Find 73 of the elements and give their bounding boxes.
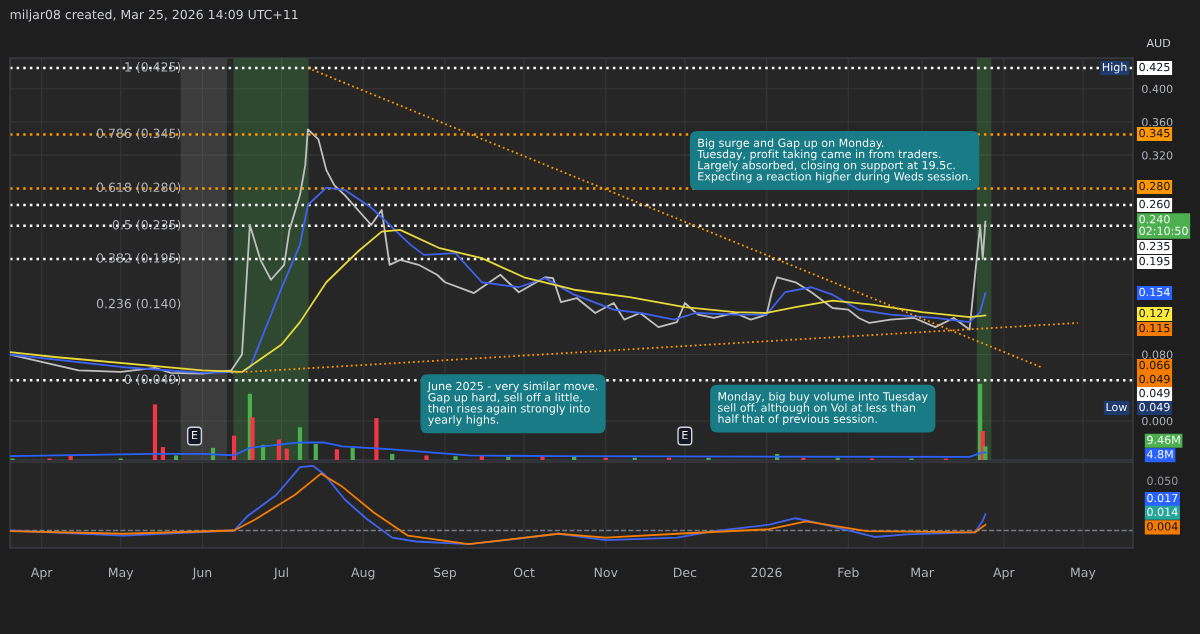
x-tick-label: Oct [513,567,535,578]
ref-line-label: 0.260 [1139,199,1170,209]
y-tick-label: 0.360 [1142,117,1173,127]
x-tick-label: 2026 [751,567,782,578]
bar [453,456,458,460]
y-tick-label: 0.080 [1142,350,1173,359]
x-tick-label: Apr [993,567,1015,580]
y-tick-label: 0.400 [1142,84,1173,94]
annotation: High [1102,62,1127,74]
ref-line-label: 0.049 [1139,388,1170,398]
bar [572,456,577,460]
text: 0.127 [1139,308,1170,318]
y-tick-label: 0.000 [1142,416,1173,426]
bar [297,427,303,460]
chart-title: miljar08 created, Mar 25, 2026 14:09 UTC+11 [10,9,298,22]
annotation: Low [1106,402,1127,412]
annotation: 0.618 (0.280) [96,182,181,194]
bar [424,455,429,460]
annotation: E [682,430,688,440]
annotation: E [192,430,198,440]
x-tick-label: May [109,567,134,580]
annotation: 0.382 (0.195) [96,252,181,265]
x-tick-label: Jun [192,567,212,580]
annotation: Big surge and Gap up on Monday. Tuesday, profit taking came in from traders. Largely absorbed, closing on support at 19.5c. Expecting a reaction higher during Weds session. [697,138,971,183]
line-series [10,128,987,375]
bar [390,453,395,460]
bar [152,404,158,460]
text: 0.014 [1147,507,1178,516]
bar [284,448,289,460]
annotation: 1 (0.425) [125,61,181,74]
text: 0.050 [1147,476,1178,485]
text: 4.8M [1147,450,1173,459]
text: AUD [1146,38,1171,48]
bar [801,457,806,460]
x-tick-label: Mar [911,567,934,578]
annotation: 0.786 (0.345) [96,128,181,140]
x-tick-label: Sep [434,567,457,580]
ref-line-label: 0.235 [1139,241,1170,251]
x-tick-label: May [1071,567,1096,580]
x-tick-label: Aug [351,567,375,580]
bar [313,444,318,460]
annotation: 0.236 (0.140) [96,298,181,310]
text: 0.154 [1139,287,1170,297]
y-tick-label: 0.320 [1142,151,1173,160]
x-tick-label: Apr [30,567,53,580]
bar [350,447,355,460]
annotation: June 2025 - very similar move. Gap up hard, sell off a little, then rises again strongly into yearly highs. [427,381,598,426]
text: 0.017 [1147,493,1178,503]
text: 0.066 [1139,360,1170,370]
ref-line-label: 0.425 [1139,62,1170,72]
bar [374,418,379,460]
ref-line-label: 0.280 [1139,181,1170,191]
annotation: 0 (0.049) [124,374,181,386]
text: 0.115 [1139,323,1170,333]
annotation: 0.5 (0.235) [112,219,181,231]
x-tick-label: Nov [594,567,618,578]
line-series [10,229,987,373]
x-tick-label: Jul [273,567,288,580]
x-tick-label: Dec [673,567,697,578]
bar [334,449,339,460]
text: 0.049 [1139,402,1170,412]
x-tick-label: Feb [838,567,859,578]
text: 0.049 [1139,374,1170,384]
ref-line-label: 0.195 [1139,256,1170,266]
ref-line-label: 0.345 [1139,128,1170,138]
text: 0.240 02:10:50 [1139,215,1188,236]
text: 0.004 [1147,522,1178,531]
text: 9.46M [1147,435,1180,445]
bar [250,417,255,460]
annotation: Monday, big buy volume into Tuesday sell off. although on Vol at less than half that of previous session. [718,392,928,426]
bar [173,455,179,460]
bar [706,457,711,460]
bar [506,456,511,460]
